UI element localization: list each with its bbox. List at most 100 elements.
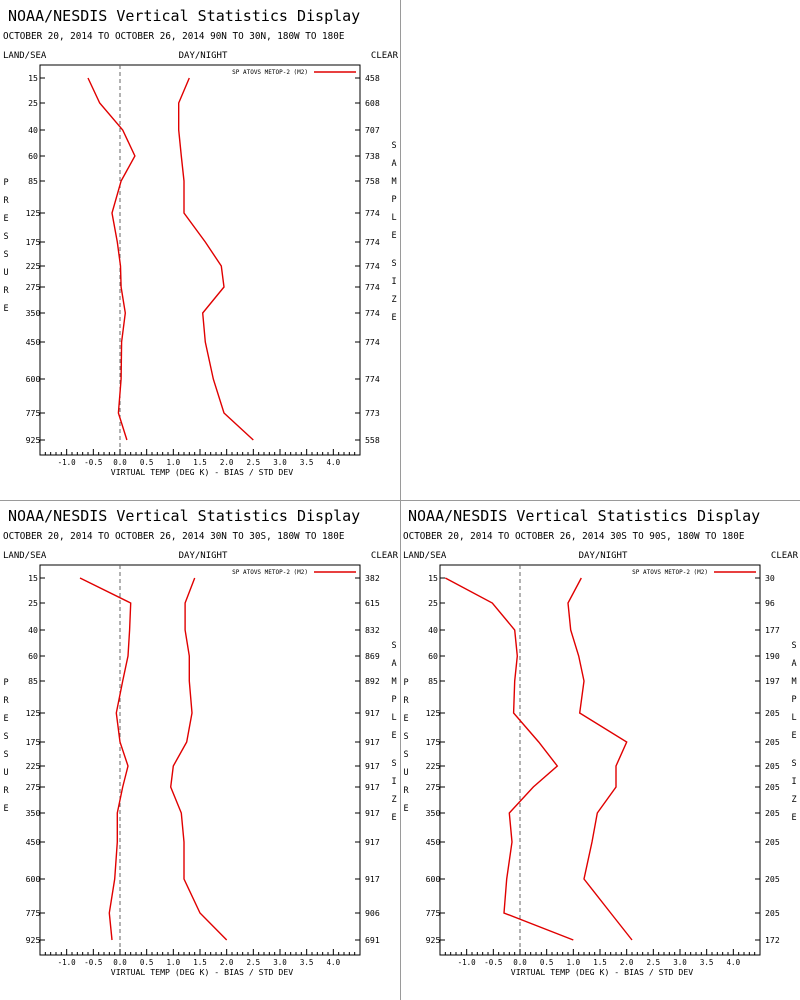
chart-subtitle: OCTOBER 20, 2014 TO OCTOBER 26, 2014 90N… (3, 31, 344, 42)
panel-divider-horizontal (0, 500, 800, 501)
right-axis-label-letter: I (791, 777, 796, 787)
left-header-label: LAND/SEA (403, 551, 447, 561)
right-axis-label-letter: Z (391, 795, 396, 805)
sample-size-label: 758 (365, 176, 380, 186)
chart-panel-30s-90s: NOAA/NESDIS Vertical Statistics Display O… (400, 500, 800, 1000)
y-axis-label-letter: R (3, 286, 9, 296)
y-axis-label-letter: S (3, 250, 8, 260)
right-axis-label-letter: L (391, 213, 396, 223)
pressure-level-label: 60 (28, 651, 38, 661)
right-axis-label-letter: E (391, 231, 396, 241)
sample-size-label: 608 (365, 98, 380, 108)
sample-size-label: 917 (365, 737, 380, 747)
x-axis-label: VIRTUAL TEMP (DEG K) - BIAS / STD DEV (511, 967, 693, 977)
right-axis-label-letter: L (391, 713, 396, 723)
x-tick-label: 3.0 (273, 458, 287, 467)
y-axis-label-letter: P (3, 678, 8, 688)
y-axis-label-letter: R (3, 196, 9, 206)
x-tick-label: 3.5 (300, 458, 314, 467)
sample-size-label: 917 (365, 837, 380, 847)
right-axis-label-letter: L (791, 713, 796, 723)
y-axis-label-letter: S (403, 750, 408, 760)
sample-size-label: 917 (365, 761, 380, 771)
sample-size-label: 177 (765, 625, 780, 635)
sample-size-label: 774 (365, 261, 380, 271)
x-tick-label: 0.0 (113, 958, 127, 967)
sample-size-label: 917 (365, 708, 380, 718)
sample-size-label: 906 (365, 908, 380, 918)
right-axis-label-letter: S (791, 641, 796, 651)
pressure-level-label: 450 (426, 837, 441, 847)
chart-panel-90n-30n: NOAA/NESDIS Vertical Statistics Display O… (0, 0, 400, 500)
sample-size-label: 205 (765, 761, 780, 771)
center-header-label: DAY/NIGHT (179, 51, 228, 61)
y-axis-label-letter: E (403, 804, 408, 814)
x-tick-label: 2.0 (220, 458, 234, 467)
pressure-level-label: 775 (26, 408, 41, 418)
x-tick-label: -1.0 (458, 958, 477, 967)
y-axis-label-letter: R (3, 696, 9, 706)
right-axis-label-letter: A (791, 659, 796, 669)
y-axis-label-letter: R (403, 696, 409, 706)
y-axis-label-letter: S (3, 732, 8, 742)
x-tick-label: 1.0 (167, 458, 181, 467)
x-tick-label: 4.0 (327, 458, 341, 467)
sample-size-label: 197 (765, 676, 780, 686)
sample-size-label: 190 (765, 651, 780, 661)
y-axis-label-letter: U (3, 768, 8, 778)
pressure-level-label: 85 (28, 676, 38, 686)
chart-svg: NOAA/NESDIS Vertical Statistics Display O… (3, 7, 399, 477)
x-tick-label: 0.5 (140, 958, 154, 967)
sample-size-label: 773 (365, 408, 380, 418)
pressure-level-label: 175 (426, 737, 441, 747)
pressure-level-label: 225 (26, 261, 41, 271)
sample-size-label: 892 (365, 676, 380, 686)
left-header-label: LAND/SEA (3, 551, 47, 561)
chart-subtitle: OCTOBER 20, 2014 TO OCTOBER 26, 2014 30S… (403, 531, 744, 542)
sample-size-label: 205 (765, 708, 780, 718)
x-tick-label: 2.0 (220, 958, 234, 967)
sample-size-label: 774 (365, 282, 380, 292)
x-tick-label: -0.5 (84, 458, 102, 467)
sample-size-label: 615 (365, 598, 380, 608)
sample-size-label: 707 (365, 125, 380, 135)
sample-size-label: 96 (765, 598, 775, 608)
y-axis-label-letter: U (3, 268, 8, 278)
pressure-level-label: 275 (426, 782, 441, 792)
sample-size-label: 691 (365, 935, 380, 945)
pressure-level-label: 450 (26, 837, 41, 847)
sample-size-label: 738 (365, 151, 380, 161)
sample-size-label: 917 (365, 782, 380, 792)
plot-frame (39, 64, 361, 456)
plot-frame (39, 564, 361, 956)
x-axis-label: VIRTUAL TEMP (DEG K) - BIAS / STD DEV (111, 467, 293, 477)
y-axis-label-letter: E (3, 804, 8, 814)
y-axis-label-letter: P (403, 678, 408, 688)
pressure-level-label: 450 (26, 337, 41, 347)
pressure-level-label: 25 (28, 598, 38, 608)
y-axis-label-letter: S (3, 750, 8, 760)
right-axis-label-letter: A (391, 159, 396, 169)
left-header-label: LAND/SEA (3, 51, 47, 61)
chart-panel-30n-30s: NOAA/NESDIS Vertical Statistics Display O… (0, 500, 400, 1000)
pressure-level-label: 175 (26, 237, 41, 247)
right-axis-label-letter: E (391, 731, 396, 741)
pressure-level-label: 350 (26, 808, 41, 818)
right-header-label: CLEAR (371, 551, 399, 561)
right-axis-label-letter: S (791, 759, 796, 769)
chart-title: NOAA/NESDIS Vertical Statistics Display (8, 507, 360, 525)
x-tick-label: 2.5 (247, 958, 261, 967)
pressure-level-label: 40 (28, 125, 38, 135)
sample-size-label: 30 (765, 573, 775, 583)
pressure-level-label: 775 (426, 908, 441, 918)
right-axis-label-letter: Z (791, 795, 796, 805)
x-axis-label: VIRTUAL TEMP (DEG K) - BIAS / STD DEV (111, 967, 293, 977)
sample-size-label: 558 (365, 435, 380, 445)
legend-entry: SP ATOVS METOP-2 (M2) (232, 69, 308, 76)
pressure-level-label: 350 (426, 808, 441, 818)
y-axis-label-letter: E (3, 714, 8, 724)
pressure-level-label: 275 (26, 282, 41, 292)
sample-size-label: 774 (365, 237, 380, 247)
x-tick-label: 3.5 (700, 958, 714, 967)
pressure-level-label: 40 (28, 625, 38, 635)
